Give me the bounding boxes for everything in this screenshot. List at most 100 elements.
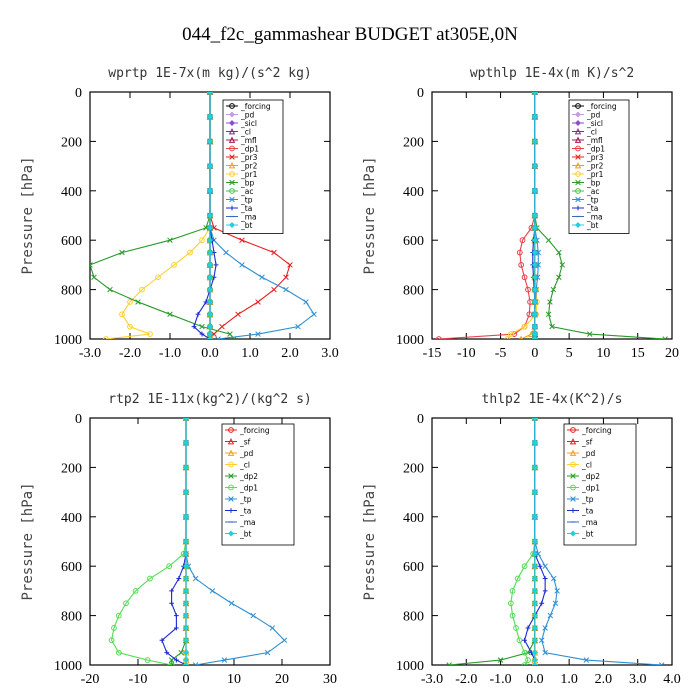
- legend-marker: [229, 196, 235, 203]
- legend-marker: [575, 120, 581, 126]
- legend-entry: _pr2: [586, 162, 604, 171]
- data-point: [91, 274, 97, 281]
- data-point: [542, 563, 548, 569]
- data-point: [174, 613, 179, 618]
- data-point: [132, 588, 139, 594]
- y-axis-label: Pressure [hPa]: [20, 156, 36, 274]
- legend: _forcing_pd_sicl_cl_mfl_dp1_pr3_pr2_pr1_…: [568, 99, 630, 234]
- data-point: [531, 138, 538, 145]
- legend-marker: [575, 111, 581, 118]
- data-point: [207, 311, 213, 318]
- legend-marker: [575, 196, 581, 203]
- legend-entry: _mfl: [586, 136, 603, 145]
- data-point: [531, 274, 538, 281]
- y-tick-label: 800: [61, 284, 82, 299]
- legend-marker: [575, 222, 581, 228]
- legend-entry: _bt: [581, 530, 594, 539]
- data-point: [509, 612, 516, 619]
- x-tick-label: 2.0: [281, 346, 299, 361]
- data-point: [542, 576, 548, 581]
- data-point: [303, 299, 309, 305]
- data-point: [207, 187, 213, 194]
- data-point: [111, 625, 117, 631]
- legend-entry: _pd: [240, 111, 255, 120]
- legend-marker: [569, 449, 577, 456]
- legend-marker: [228, 161, 236, 169]
- data-point: [192, 575, 199, 582]
- x-tick-label: -10: [129, 672, 148, 687]
- legend-entry: _ta: [239, 507, 251, 516]
- data-point: [191, 324, 197, 330]
- data-point: [209, 588, 216, 594]
- data-point: [144, 657, 151, 663]
- data-point: [107, 286, 113, 293]
- legend: _forcing_pd_sicl_cl_mfl_dp1_pr3_pr2_pr1_…: [222, 99, 284, 234]
- data-point: [497, 657, 504, 663]
- data-point: [167, 237, 173, 243]
- legend: _forcing _sf _pd _cl _dp2 _dp1 _tp _ta _ma _bt: [563, 423, 637, 546]
- legend-marker: [570, 508, 576, 513]
- data-point: [519, 237, 526, 244]
- y-tick-label: 0: [417, 86, 424, 101]
- y-tick-label: 200: [403, 461, 424, 476]
- data-point: [207, 323, 213, 330]
- data-point: [518, 262, 525, 268]
- y-tick-label: 800: [61, 610, 82, 625]
- data-point: [545, 237, 552, 243]
- data-point: [207, 249, 213, 256]
- data-point: [545, 311, 552, 318]
- legend-marker: [570, 530, 576, 537]
- data-point: [207, 261, 213, 268]
- data-point: [147, 575, 153, 582]
- legend-entry: _pd: [239, 449, 254, 458]
- data-point: [255, 299, 261, 305]
- x-tick-label: 2.0: [595, 672, 613, 687]
- legend-entry: _bp: [240, 179, 255, 188]
- legend-entry: _pr1: [240, 170, 258, 179]
- legend-entry: _tp: [586, 196, 599, 205]
- data-point: [183, 637, 189, 644]
- data-point: [183, 418, 189, 421]
- data-point: [531, 212, 538, 219]
- data-point: [213, 262, 219, 268]
- data-point: [183, 649, 189, 656]
- data-point: [183, 624, 189, 631]
- legend-entry: _cl: [586, 128, 597, 137]
- x-tick-label: -10: [457, 346, 476, 361]
- data-point: [223, 249, 229, 256]
- data-point: [531, 311, 538, 318]
- legend-entry: _pd: [581, 449, 596, 458]
- data-point: [554, 588, 560, 594]
- series-group: [446, 418, 665, 665]
- legend-marker: [570, 461, 576, 468]
- x-tick-label: 3.0: [321, 346, 339, 361]
- y-tick-label: 600: [61, 234, 82, 249]
- legend-marker: [575, 154, 581, 160]
- legend-marker: [229, 111, 235, 118]
- data-point: [521, 563, 528, 570]
- legend-entry: _pd: [586, 111, 601, 120]
- legend-entry: _sf: [239, 438, 251, 447]
- x-tick-label: -20: [81, 672, 100, 687]
- data-point: [531, 649, 538, 656]
- data-point: [123, 600, 129, 607]
- legend-entry: _ta: [586, 204, 598, 213]
- legend-entry: _forcing: [581, 426, 612, 435]
- data-point: [531, 323, 538, 330]
- legend-entry: _forcing: [240, 102, 271, 111]
- data-point: [187, 249, 193, 256]
- plot-frame: [431, 91, 673, 340]
- legend-marker: [228, 508, 234, 513]
- data-point: [549, 323, 555, 330]
- legend-entry: _ta: [581, 507, 593, 516]
- data-point: [509, 588, 516, 594]
- data-point: [183, 575, 189, 582]
- budget-panel: rtp2 1E-11x(kg^2)/(kg^2 s) Pressure [hPa]…: [20, 392, 337, 687]
- legend-entry: _ac: [586, 187, 599, 196]
- data-point: [176, 576, 182, 581]
- legend-entry: _tp: [240, 196, 253, 205]
- data-point: [446, 662, 452, 665]
- data-point: [183, 600, 189, 607]
- x-tick-label: 10: [227, 672, 241, 687]
